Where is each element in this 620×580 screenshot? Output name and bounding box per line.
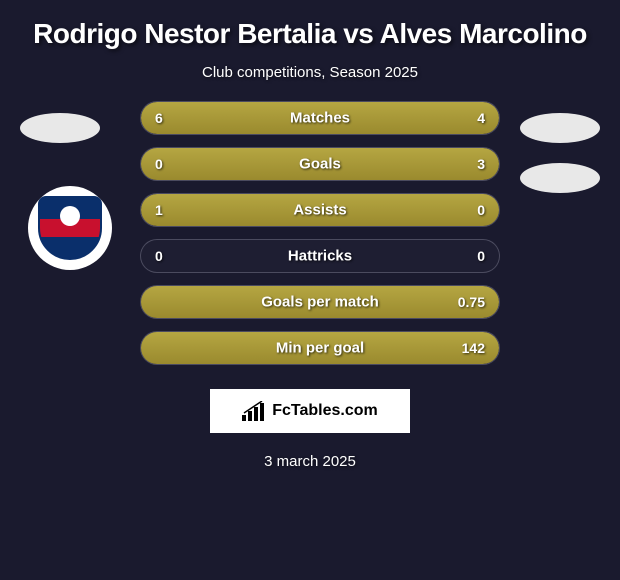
stat-label: Goals	[299, 156, 341, 173]
stat-value-left: 6	[155, 110, 163, 126]
stat-row: Hattricks 0 0	[140, 239, 500, 273]
branding-text: FcTables.com	[272, 402, 378, 420]
club-left-badge	[28, 186, 112, 270]
page-subtitle: Club competitions, Season 2025	[0, 58, 620, 101]
stat-value-left: 1	[155, 202, 163, 218]
stat-bar: Hattricks 0 0	[140, 239, 500, 273]
stat-row: Goals per match 0.75	[140, 285, 500, 319]
stat-value-left: 0	[155, 156, 163, 172]
stat-label: Matches	[290, 110, 350, 127]
stat-bar: Assists 1 0	[140, 193, 500, 227]
comparison-area: Matches64Goals03Assists10Hattricks00Goal…	[0, 101, 620, 365]
player-left-placeholder-icon	[20, 113, 100, 143]
branding-chart-icon	[242, 401, 266, 421]
stat-bar: Goals per match 0.75	[140, 285, 500, 319]
stat-bar: Goals 0 3	[140, 147, 500, 181]
stat-row: Matches 6 4	[140, 101, 500, 135]
stat-row: Min per goal 142	[140, 331, 500, 365]
stat-label: Goals per match	[261, 294, 379, 311]
stat-row: Assists 1 0	[140, 193, 500, 227]
footer-date: 3 march 2025	[0, 433, 620, 490]
stat-row: Goals 0 3	[140, 147, 500, 181]
stat-value-right: 0	[477, 248, 485, 264]
stat-bar: Matches 6 4	[140, 101, 500, 135]
stat-value-right: 142	[462, 340, 485, 356]
club-right-placeholder-icon	[520, 163, 600, 193]
stat-label: Min per goal	[276, 340, 364, 357]
stat-value-left: 0	[155, 248, 163, 264]
stat-value-right: 0	[477, 202, 485, 218]
stat-value-right: 3	[477, 156, 485, 172]
stat-value-right: 0.75	[458, 294, 485, 310]
player-right-placeholder-icon	[520, 113, 600, 143]
stats-container: Matches64Goals03Assists10Hattricks00Goal…	[120, 101, 500, 365]
stat-value-right: 4	[477, 110, 485, 126]
page-title: Rodrigo Nestor Bertalia vs Alves Marcoli…	[0, 0, 620, 58]
stat-label: Assists	[293, 202, 346, 219]
club-crest-icon	[38, 196, 102, 260]
stat-bar: Min per goal 142	[140, 331, 500, 365]
branding-badge[interactable]: FcTables.com	[210, 389, 410, 433]
stat-label: Hattricks	[288, 248, 352, 265]
